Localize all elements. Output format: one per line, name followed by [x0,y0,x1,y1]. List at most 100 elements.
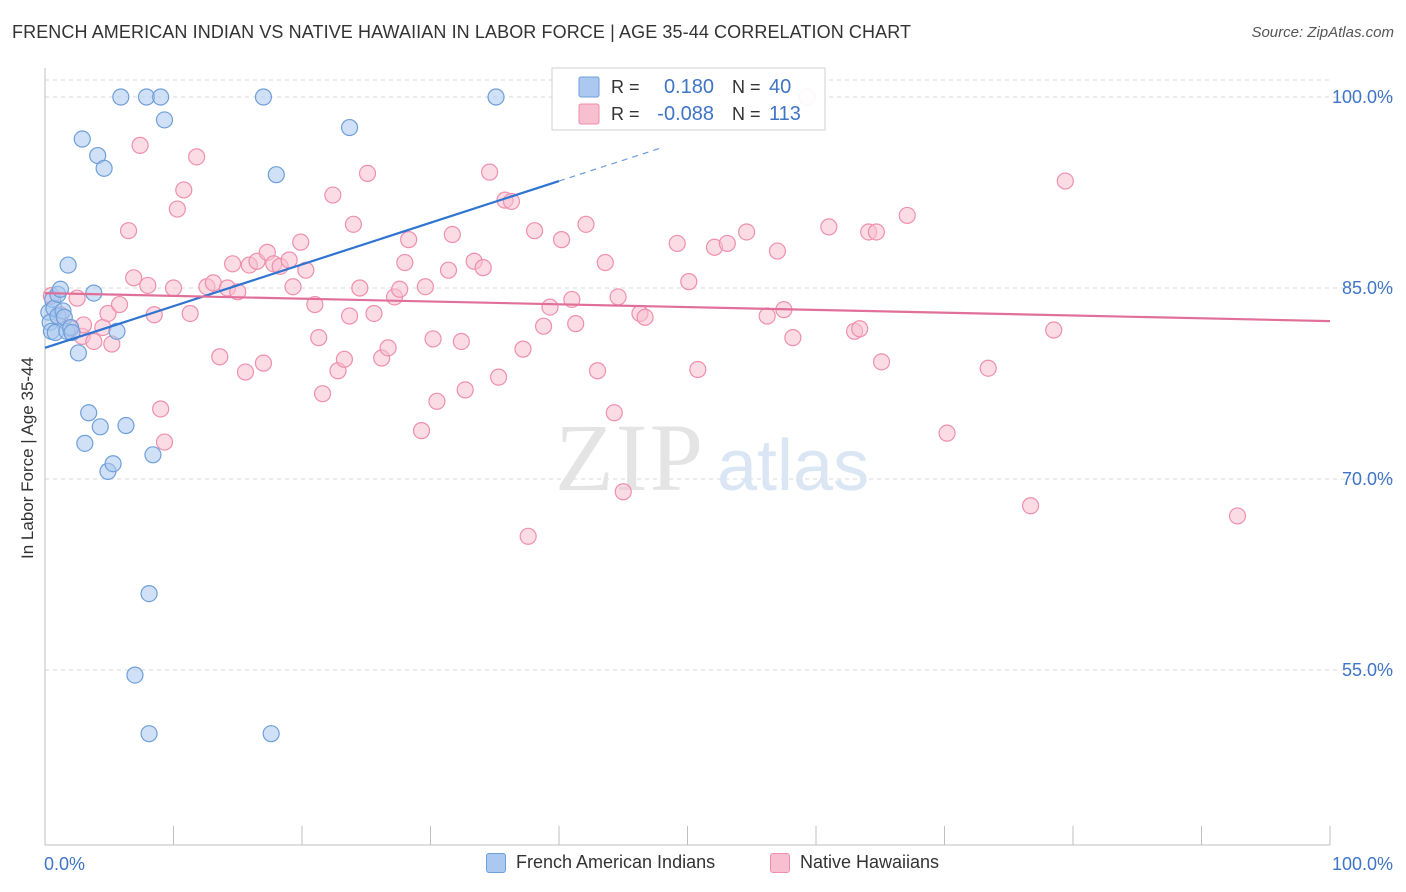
legend-n-label: N = [732,77,761,97]
data-point [481,163,499,181]
data-point [51,280,70,298]
data-point [306,295,324,314]
data-point [131,136,149,154]
data-point [487,88,505,106]
data-point [605,404,623,422]
data-point [335,350,354,368]
data-point [474,259,492,277]
data-point [514,340,532,358]
data-point [139,276,157,295]
data-point [898,206,916,225]
legend-r-label: R = [611,104,640,124]
legend-item-native-hawaiians[interactable]: Native Hawaiians [770,852,939,873]
data-point [609,288,627,306]
data-point [155,111,174,129]
tick-labels: 55.0% 70.0% 85.0% 100.0% 0.0% 100.0% [44,87,1393,874]
data-point [365,304,383,323]
watermark-atlas: atlas [717,426,869,506]
data-point [95,159,113,177]
data-point [110,295,129,314]
data-point [254,88,273,106]
data-point [344,215,362,233]
data-point [577,215,595,233]
legend-label-native-hawaiians: Native Hawaiians [800,852,940,872]
data-point [588,362,607,380]
data-point [104,455,122,473]
data-point [534,317,553,335]
data-point [519,527,537,545]
data-point [820,218,838,236]
data-point [140,725,158,743]
data-point [768,242,787,260]
data-point [351,279,369,297]
data-point [155,433,174,451]
data-point [379,339,397,357]
data-point [1045,321,1063,339]
legend-n-value: 113 [769,103,801,125]
data-point [140,584,158,603]
data-point [280,251,298,269]
data-point [112,88,130,106]
y-tick-label: 85.0% [1342,278,1393,298]
data-point [229,283,247,301]
data-point [211,348,229,366]
data-point [236,363,255,381]
french-american-indians-points [40,88,505,743]
data-point [117,416,135,435]
legend-r-label: R = [611,77,640,97]
data-point [938,424,956,442]
legend-item-french-american-indians[interactable]: French American Indians [486,852,715,873]
data-point [738,223,756,241]
data-point [340,307,359,325]
legend-r-value: 0.180 [664,76,714,98]
data-point [439,261,458,279]
data-point [1056,172,1074,190]
data-point [668,234,686,253]
legend-box-swatch [578,76,600,98]
legend-n-label: N = [732,104,761,124]
data-point [412,422,431,440]
data-point [254,354,273,372]
data-point [310,329,328,347]
legend-box-swatch [578,103,600,125]
data-point [391,280,409,298]
data-point [428,392,446,410]
data-point [188,148,206,166]
data-point [358,164,377,182]
data-point [490,368,508,386]
data-point [872,353,891,371]
data-point [152,400,170,418]
data-point [1021,497,1040,515]
data-point [313,385,332,403]
legend-r-value: -0.088 [657,103,714,125]
legend-label-french-american-indians: French American Indians [516,852,716,872]
trend-lines [44,147,1331,349]
data-point [614,483,632,501]
data-point [324,186,342,204]
data-point [689,360,707,379]
legend-swatch-blue [486,852,506,873]
watermark: ZIP atlas [555,404,869,511]
trend-line-blue-extension [558,147,662,182]
data-point [718,234,736,253]
data-point [784,329,802,347]
y-tick-label: 100.0% [1332,87,1393,107]
data-point [224,255,242,273]
data-point [76,434,94,452]
data-point [443,225,461,244]
x-tick-label-max: 100.0% [1332,854,1393,874]
data-point [596,253,614,272]
data-point [59,256,77,274]
data-point [267,166,285,184]
data-point [125,269,143,287]
data-point [636,308,654,326]
x-tick-label-min: 0.0% [44,854,85,874]
data-point [541,298,559,316]
data-point [851,320,869,338]
trend-line-blue [44,179,560,349]
data-point [73,130,91,148]
data-point [126,666,144,684]
data-point [525,222,544,240]
data-point [867,223,885,241]
data-point [69,344,88,362]
